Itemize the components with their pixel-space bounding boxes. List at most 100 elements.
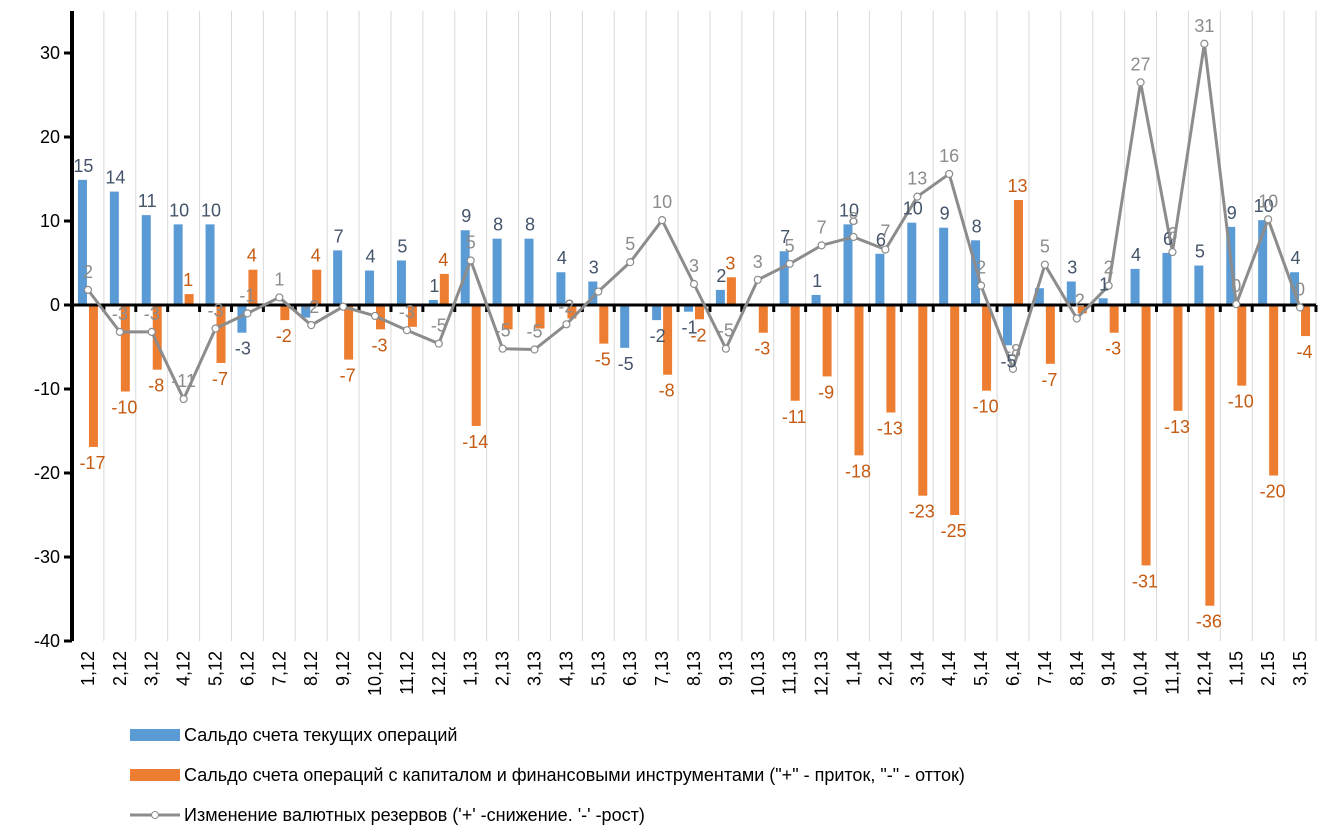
data-label: 7 [334, 226, 344, 246]
line-point [1104, 281, 1113, 290]
bar [407, 305, 417, 327]
data-label: -3 [208, 301, 224, 321]
line-point [498, 344, 507, 353]
data-label: 15 [73, 156, 93, 176]
bar [1013, 200, 1023, 305]
data-label: -20 [1260, 482, 1286, 502]
data-label: 11 [138, 191, 157, 211]
bar [184, 294, 194, 305]
x-tick-label: 11,13 [780, 651, 800, 695]
data-label: 1 [1099, 274, 1109, 294]
bar [109, 191, 119, 305]
line-point [753, 275, 762, 284]
line-point [881, 245, 890, 254]
x-tick-label: 5,12 [206, 651, 226, 686]
data-label: 3 [689, 256, 699, 276]
data-label: 16 [939, 146, 959, 166]
data-label: 13 [1007, 176, 1027, 196]
data-label: 1 [429, 276, 439, 296]
bar [428, 299, 438, 305]
data-label: -2 [558, 296, 574, 316]
y-tick-label: -30 [34, 547, 60, 567]
data-label: 10 [903, 199, 923, 219]
y-tick-label: 10 [40, 211, 60, 231]
data-label: -7 [212, 369, 228, 389]
data-label: 5 [397, 236, 407, 256]
bar [535, 305, 545, 329]
data-label: -11 [171, 371, 196, 391]
bar [88, 305, 98, 447]
bar [620, 305, 630, 348]
bar [492, 238, 502, 305]
data-label: 2 [716, 266, 726, 286]
data-label: -2 [276, 326, 292, 346]
data-label: 8 [848, 209, 858, 229]
line-point [913, 192, 922, 201]
data-label: 5 [466, 232, 476, 252]
bar [471, 305, 481, 426]
data-label: -3 [754, 339, 770, 359]
line-point [307, 321, 316, 330]
bar [1205, 305, 1215, 606]
x-tick-label: 7,14 [1035, 651, 1055, 686]
line-point [339, 302, 348, 311]
bar [503, 305, 513, 330]
line-point [1295, 303, 1305, 312]
data-label: -2 [650, 326, 666, 346]
x-tick-label: 1,14 [843, 651, 863, 686]
bar [875, 253, 885, 305]
data-label: -3 [144, 304, 160, 324]
data-label: -7 [1041, 370, 1057, 390]
line-point [370, 311, 380, 321]
x-tick-label: 12,12 [429, 651, 449, 696]
data-label: -5 [595, 350, 611, 370]
x-tick-label: 1,13 [461, 651, 481, 686]
x-tick-label: 2,14 [875, 651, 895, 686]
data-label: -8 [659, 381, 675, 401]
line-point [689, 279, 699, 289]
x-tick-label: 2,15 [1258, 651, 1278, 686]
data-label: 9 [1227, 203, 1237, 223]
line-point [1136, 78, 1145, 87]
data-label: -25 [941, 521, 967, 541]
bar [726, 277, 736, 305]
bar [237, 305, 247, 333]
bar [312, 269, 322, 305]
bar [460, 230, 470, 305]
bar [439, 273, 449, 305]
data-label: -31 [1132, 571, 1158, 591]
data-label: -3 [1105, 339, 1121, 359]
x-tick-label: 8,13 [684, 651, 704, 686]
x-tick-label: 3,12 [142, 651, 162, 686]
line-point [1168, 247, 1177, 257]
bar [1002, 305, 1012, 346]
line-point [466, 256, 475, 265]
data-label: 9 [461, 206, 471, 226]
bar [301, 305, 311, 318]
data-label: 8 [493, 215, 503, 235]
x-tick-label: 7,13 [652, 651, 672, 686]
data-label: 0 [1295, 280, 1305, 300]
bar [950, 305, 960, 515]
data-label: 5 [785, 236, 795, 256]
data-label: 4 [311, 246, 321, 266]
x-tick-label: 5,14 [971, 651, 991, 686]
x-tick-label: 12,13 [812, 651, 832, 696]
x-tick-label: 11,12 [397, 651, 417, 695]
bar [663, 305, 673, 375]
data-label: 1 [274, 269, 284, 289]
x-tick-label: 4,12 [174, 651, 194, 686]
line-point [817, 241, 826, 250]
x-tick-label: 5,13 [588, 651, 608, 686]
data-label: 7 [880, 222, 890, 242]
data-label: -9 [818, 382, 834, 402]
y-tick-label: 30 [40, 43, 60, 63]
bar [1301, 305, 1311, 337]
data-label: 5 [625, 234, 635, 254]
bar [918, 305, 928, 496]
data-label: -10 [1228, 392, 1254, 412]
data-label: 7 [780, 227, 790, 247]
bar [1034, 288, 1044, 305]
data-label: -11 [782, 407, 807, 427]
data-label: -36 [1196, 612, 1222, 632]
